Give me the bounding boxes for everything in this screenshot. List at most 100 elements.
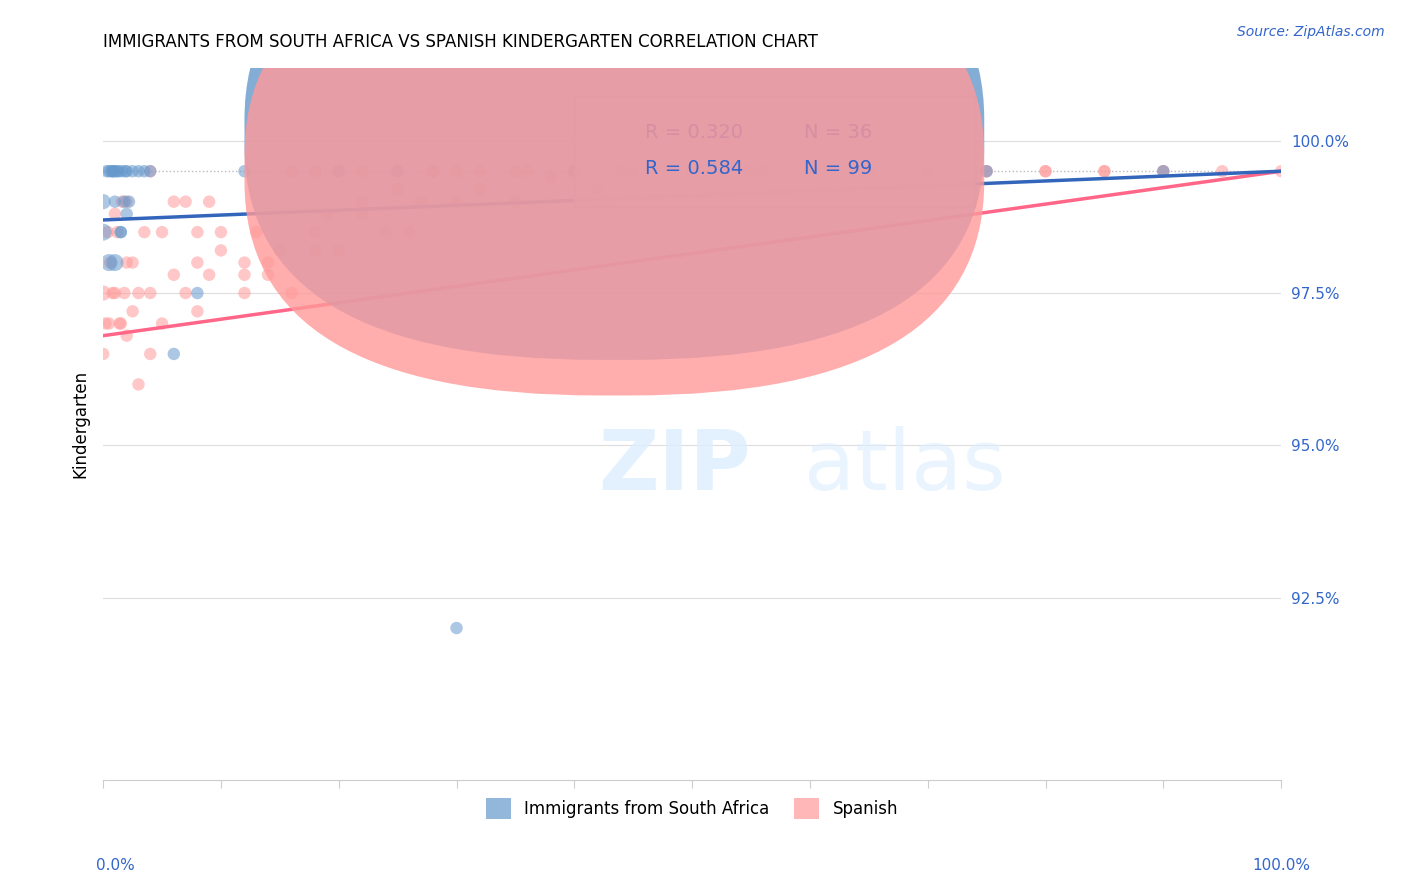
Point — [186, 286, 208, 301]
Point — [1270, 164, 1292, 178]
Point — [101, 286, 124, 301]
Point — [209, 244, 232, 258]
Point — [134, 164, 156, 178]
FancyBboxPatch shape — [574, 96, 974, 207]
Point — [104, 255, 127, 269]
Point — [562, 164, 585, 178]
Point — [115, 164, 138, 178]
Point — [562, 164, 585, 178]
Point — [91, 194, 114, 209]
Point — [740, 164, 762, 178]
Point — [328, 164, 350, 178]
Point — [233, 268, 256, 282]
Point — [163, 347, 186, 361]
Point — [269, 244, 291, 258]
Point — [799, 164, 821, 178]
Point — [94, 317, 117, 331]
Point — [115, 207, 138, 221]
Point — [610, 164, 633, 178]
Point — [139, 164, 162, 178]
Point — [328, 244, 350, 258]
Point — [186, 304, 208, 318]
Point — [115, 255, 138, 269]
Y-axis label: Kindergarten: Kindergarten — [72, 370, 89, 478]
Point — [104, 164, 127, 178]
Point — [127, 377, 149, 392]
Point — [681, 164, 703, 178]
Point — [304, 164, 326, 178]
Text: Source: ZipAtlas.com: Source: ZipAtlas.com — [1237, 25, 1385, 39]
Point — [446, 164, 468, 178]
Point — [374, 225, 396, 239]
Point — [139, 347, 162, 361]
Point — [681, 164, 703, 178]
Point — [110, 225, 132, 239]
Point — [105, 225, 128, 239]
Point — [468, 182, 491, 196]
Point — [98, 255, 121, 269]
Point — [112, 194, 135, 209]
Point — [198, 268, 221, 282]
Point — [139, 286, 162, 301]
Point — [198, 194, 221, 209]
Point — [186, 255, 208, 269]
FancyBboxPatch shape — [245, 0, 984, 395]
Point — [114, 164, 136, 178]
Point — [96, 164, 118, 178]
Point — [280, 164, 302, 178]
Text: N = 36: N = 36 — [804, 123, 872, 142]
Point — [505, 164, 527, 178]
Text: atlas: atlas — [804, 426, 1005, 508]
Point — [101, 164, 124, 178]
Point — [233, 164, 256, 178]
Point — [1152, 164, 1174, 178]
Point — [112, 286, 135, 301]
Point — [740, 164, 762, 178]
Point — [976, 164, 998, 178]
Point — [108, 317, 131, 331]
Point — [586, 182, 609, 196]
Point — [516, 164, 538, 178]
Point — [91, 286, 114, 301]
Point — [233, 255, 256, 269]
Point — [139, 164, 162, 178]
Point — [411, 194, 433, 209]
Point — [328, 164, 350, 178]
Text: R = 0.320: R = 0.320 — [645, 123, 742, 142]
Point — [150, 317, 173, 331]
Point — [121, 255, 143, 269]
Point — [115, 328, 138, 343]
Point — [681, 164, 703, 178]
Point — [103, 164, 125, 178]
Point — [976, 164, 998, 178]
FancyBboxPatch shape — [245, 0, 984, 359]
Point — [127, 286, 149, 301]
Text: ZIP: ZIP — [598, 426, 751, 508]
Point — [115, 194, 138, 209]
Point — [562, 164, 585, 178]
Point — [121, 164, 143, 178]
Point — [304, 244, 326, 258]
Legend: Immigrants from South Africa, Spanish: Immigrants from South Africa, Spanish — [479, 792, 905, 825]
Point — [257, 268, 280, 282]
Point — [352, 164, 374, 178]
Point — [446, 194, 468, 209]
Point — [917, 164, 939, 178]
Point — [245, 225, 267, 239]
Point — [134, 225, 156, 239]
Point — [799, 164, 821, 178]
Point — [209, 225, 232, 239]
Point — [91, 347, 114, 361]
Point — [257, 255, 280, 269]
Point — [610, 164, 633, 178]
Point — [150, 225, 173, 239]
Point — [1152, 164, 1174, 178]
Point — [121, 304, 143, 318]
Text: N = 99: N = 99 — [804, 159, 872, 178]
Point — [752, 164, 775, 178]
Point — [104, 207, 127, 221]
Point — [1035, 164, 1057, 178]
Point — [100, 164, 122, 178]
Text: R = 0.584: R = 0.584 — [645, 159, 744, 178]
Point — [97, 225, 120, 239]
